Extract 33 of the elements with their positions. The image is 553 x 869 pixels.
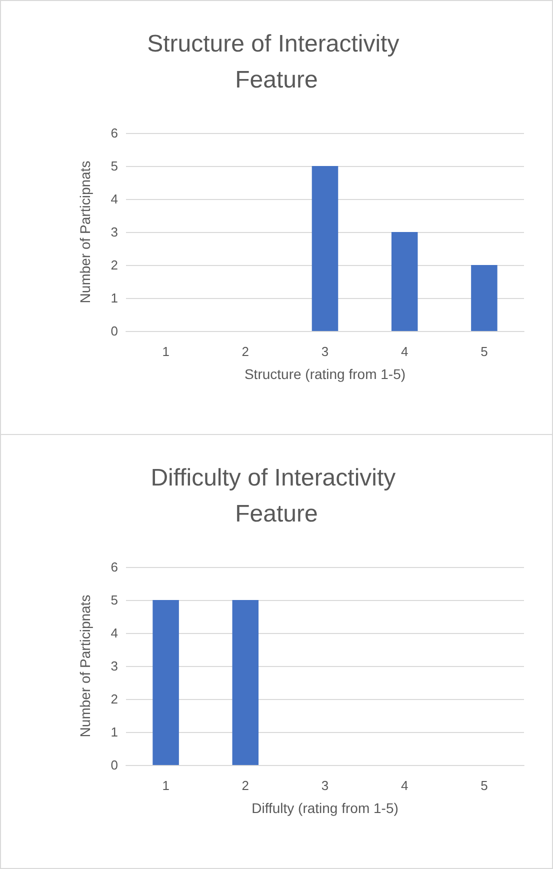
bar [471,265,498,331]
y-tick-label: 2 [110,258,118,272]
y-tick-label: 6 [110,560,118,574]
x-tick-label: 1 [162,344,170,359]
y-axis-title: Number of Participnats [77,160,93,304]
x-axis-title: Structure (rating from 1-5) [244,366,406,382]
x-tick-label: 1 [162,778,170,793]
x-axis-title: Diffulty (rating from 1-5) [252,800,398,816]
x-tick-label: 4 [400,778,408,793]
y-tick-label: 1 [110,290,118,306]
y-tick-label: 4 [110,626,118,640]
bar [391,232,418,331]
y-axis-title: Number of Participnats [77,594,93,738]
chart-title: Structure of Interactivity Feature [147,30,406,94]
x-tick-label: 2 [242,778,250,793]
y-tick-label: 5 [110,592,118,608]
y-tick-label: 4 [110,192,118,206]
y-tick-label: 3 [110,658,118,674]
y-tick-label: 3 [110,224,118,240]
x-tick-label: 4 [400,344,408,359]
y-tick-label: 5 [110,158,118,174]
bar [312,166,338,331]
y-tick-label: 0 [110,324,118,338]
x-tick-label: 5 [480,778,488,793]
y-tick-label: 6 [110,126,118,140]
y-tick-label: 2 [110,692,118,706]
x-tick-label: 2 [242,344,250,359]
y-tick-label: 0 [110,758,118,772]
y-tick-label: 1 [110,724,118,740]
chart-title: Difficulty of Interactivity Feature [150,464,402,528]
x-tick-label: 3 [321,778,329,793]
x-tick-label: 3 [321,344,329,359]
x-tick-label: 5 [480,344,488,359]
